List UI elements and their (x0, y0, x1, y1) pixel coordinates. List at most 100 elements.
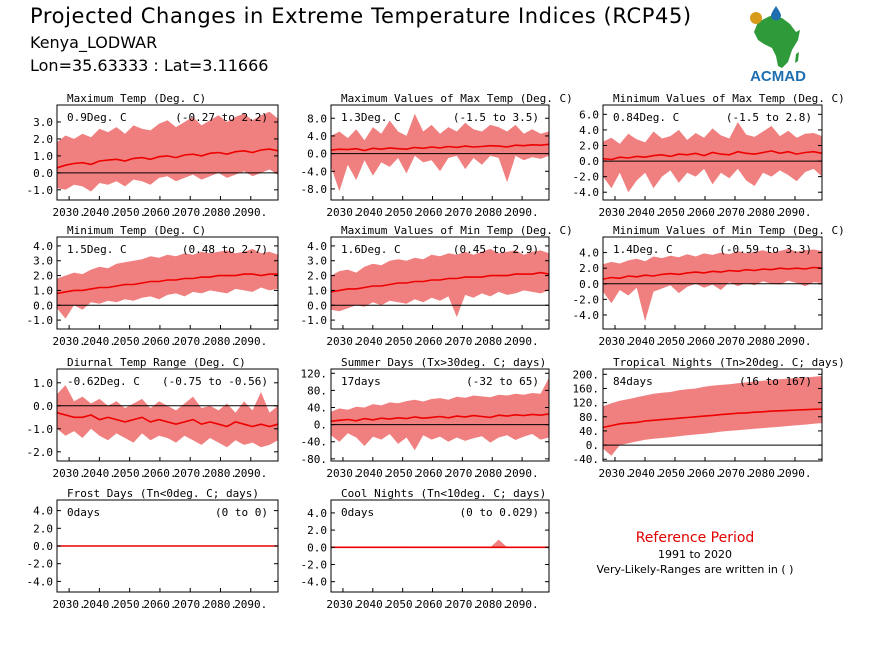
y-tick-label: 1.0 (33, 377, 53, 390)
y-tick-label: -4.0 (573, 186, 600, 199)
chart-title: Minimum Temp (Deg. C) (67, 224, 206, 237)
x-tick-label: 2040. (356, 206, 389, 219)
chart-title: Diurnal Temp Range (Deg. C) (67, 356, 246, 369)
x-tick-label: 2030. (326, 467, 359, 480)
mean-line (56, 148, 279, 169)
change-value: 1.4Deg. C (613, 243, 673, 256)
x-tick-label: 2090. (506, 467, 539, 480)
x-tick-label: 2030. (326, 206, 359, 219)
chart-title: Maximum Values of Max Temp (Deg. C) (341, 92, 573, 105)
logo-text: ACMAD (750, 68, 806, 85)
y-tick-label: 3.0 (33, 255, 53, 268)
x-tick-label: 2090. (234, 598, 267, 611)
y-tick-label: 1.0 (33, 284, 53, 297)
chart-panel-txn: 6.0 4.0 2.0 0.0 -2.0 -4.0 2030.2040.2050.2060.… (573, 92, 845, 219)
x-tick-label: 2060. (416, 335, 449, 348)
x-tick-label: 2070. (446, 206, 479, 219)
change-value: 0days (341, 506, 374, 519)
station-name: Kenya_LODWAR (30, 33, 158, 52)
y-tick-label: 4.0 (33, 505, 53, 518)
x-tick-label: 2080. (748, 206, 781, 219)
x-tick-label: 2040. (628, 335, 661, 348)
x-tick-label: 2050. (386, 467, 419, 480)
y-tick-label: 0.0 (307, 299, 327, 312)
likely-range: (-1.5 to 2.8) (726, 111, 812, 124)
x-tick-label: 2080. (476, 335, 509, 348)
likely-range: (0 to 0) (215, 506, 268, 519)
range-band (57, 111, 278, 192)
likely-range: (-1.5 to 3.5) (453, 111, 539, 124)
africa-map-icon (754, 16, 800, 68)
plot-frame (602, 104, 823, 201)
x-tick-label: 2090. (234, 206, 267, 219)
y-tick-label: 2.0 (33, 270, 53, 283)
x-tick-label: 2060. (416, 206, 449, 219)
x-tick-label: 2080. (476, 598, 509, 611)
chart-title: Cool Nights (Tn<10deg. C; days) (341, 487, 546, 500)
likely-range: (-0.59 to 3.3) (719, 243, 812, 256)
mean-line (330, 413, 550, 422)
x-tick-label: 2080. (748, 335, 781, 348)
plot-frame (330, 499, 550, 593)
y-tick-label: 4.0 (307, 507, 327, 520)
y-tick-label: 2.0 (307, 270, 327, 283)
y-tick-label: 2.0 (33, 133, 53, 146)
x-tick-label: 2030. (598, 335, 631, 348)
reference-period-title: Reference Period (635, 530, 755, 546)
range-band (57, 248, 278, 319)
y-tick-label: 80. (579, 411, 599, 424)
y-tick-label: 3.0 (307, 255, 327, 268)
chart-title: Minimum Values of Min Temp (Deg. C) (613, 224, 845, 237)
mean-line (56, 273, 278, 295)
range-band (603, 248, 822, 322)
x-tick-label: 2050. (658, 467, 691, 480)
chart-title: Frost Days (Tn<0deg. C; days) (67, 487, 259, 500)
y-tick-label: 0.0 (33, 400, 53, 413)
y-tick-label: -4.0 (301, 165, 328, 178)
x-tick-label: 2060. (143, 467, 176, 480)
madagascar-icon (795, 52, 799, 63)
chart-title: Maximum Temp (Deg. C) (67, 92, 206, 105)
chart-title: Summer Days (Tx>30deg. C; days) (341, 356, 546, 369)
sun-icon (750, 12, 762, 24)
likely-range: (0.48 to 2.7) (182, 243, 268, 256)
x-tick-label: 2030. (53, 467, 86, 480)
x-tick-label: 2030. (326, 335, 359, 348)
x-tick-label: 2080. (748, 467, 781, 480)
x-tick-label: 2090. (234, 335, 267, 348)
x-tick-label: 2040. (356, 598, 389, 611)
raindrop-icon (771, 6, 781, 21)
mean-line (330, 271, 550, 293)
x-tick-label: 2060. (688, 206, 721, 219)
x-tick-label: 2060. (688, 467, 721, 480)
y-tick-label: 0.0 (33, 167, 53, 180)
y-tick-label: -2.0 (573, 293, 600, 306)
y-tick-label: 4.0 (307, 240, 327, 253)
plot-frame (602, 368, 823, 462)
y-tick-label: 2.0 (579, 262, 599, 275)
y-tick-label: 0.0 (33, 540, 53, 553)
plot-frame (56, 104, 279, 201)
y-tick-label: 1.0 (307, 284, 327, 297)
plot-frame (330, 236, 550, 330)
x-tick-label: 2040. (356, 335, 389, 348)
x-tick-label: 2050. (658, 335, 691, 348)
likely-range: (0.45 to 2.9) (453, 243, 539, 256)
mean-line (330, 143, 550, 152)
y-tick-label: -2.0 (301, 558, 328, 571)
range-band (331, 377, 549, 451)
x-tick-label: 2050. (386, 335, 419, 348)
chart-title: Minimum Values of Max Temp (Deg. C) (613, 92, 845, 105)
chart-title: Tropical Nights (Tn>20deg. C; days) (613, 356, 845, 369)
change-value: 1.5Deg. C (67, 243, 127, 256)
chart-panel-txx: 8.0 4.0 0.0 -4.0 -8.0 2030.2040.2050.2060.207… (301, 92, 573, 219)
x-tick-label: 2090. (234, 467, 267, 480)
x-tick-label: 2070. (174, 467, 207, 480)
plot-frame (56, 368, 279, 462)
chart-panel-cn10: 4.0 2.0 0.0 -2.0 -4.0 2030.2040.2050.2060.207… (301, 487, 550, 611)
x-tick-label: 2070. (174, 206, 207, 219)
y-tick-label: 40. (579, 425, 599, 438)
chart-title: Maximum Values of Min Temp (Deg. C) (341, 224, 573, 237)
x-tick-label: 2030. (53, 206, 86, 219)
x-tick-label: 2050. (113, 598, 146, 611)
